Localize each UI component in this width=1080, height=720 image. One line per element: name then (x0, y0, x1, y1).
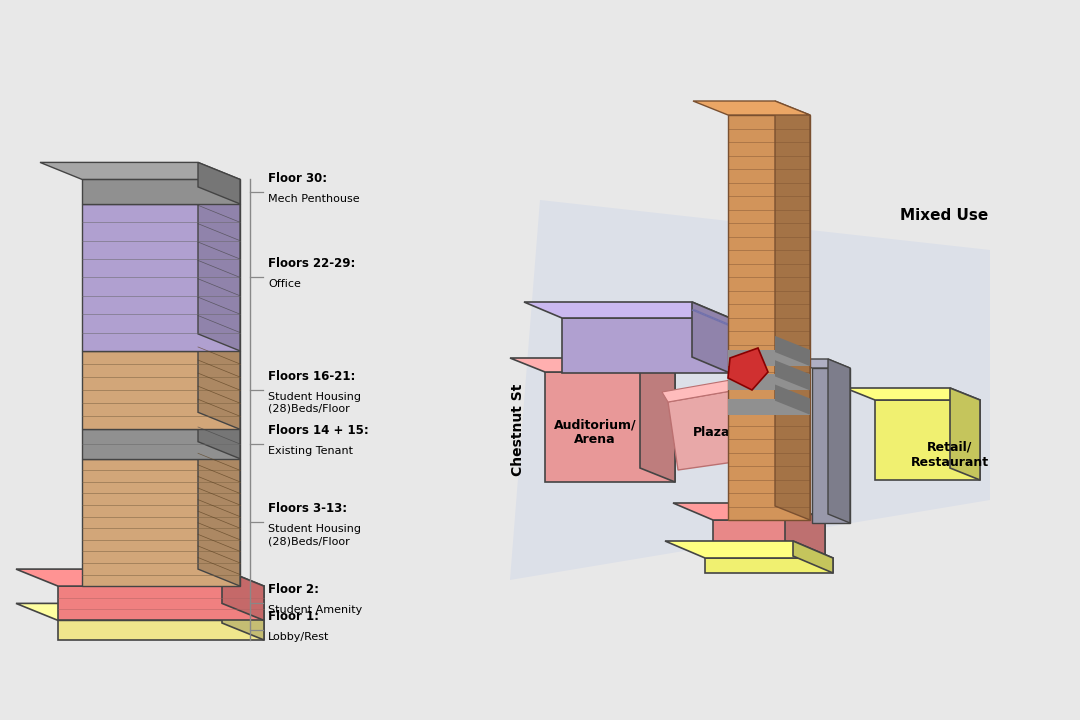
Polygon shape (812, 368, 850, 523)
Polygon shape (692, 302, 730, 373)
Polygon shape (713, 520, 825, 558)
Polygon shape (728, 348, 768, 390)
Text: Floors 14 + 15:: Floors 14 + 15: (268, 424, 368, 437)
Polygon shape (198, 413, 240, 459)
Text: Mixed Use: Mixed Use (900, 207, 988, 222)
Text: Office: Office (268, 279, 301, 289)
Text: Retail/
Restaurant: Retail/ Restaurant (910, 441, 989, 469)
Polygon shape (789, 359, 850, 368)
Text: Chestnut St: Chestnut St (511, 384, 525, 476)
Text: Floor 30:: Floor 30: (268, 171, 327, 184)
Polygon shape (82, 429, 240, 459)
Polygon shape (640, 358, 675, 482)
Polygon shape (198, 187, 240, 351)
Polygon shape (16, 569, 264, 586)
Polygon shape (58, 586, 264, 621)
Polygon shape (222, 569, 264, 621)
Polygon shape (728, 398, 810, 415)
Polygon shape (82, 179, 240, 204)
Polygon shape (82, 351, 240, 429)
Text: Student Housing
(28)Beds/Floor: Student Housing (28)Beds/Floor (268, 524, 361, 546)
Polygon shape (705, 558, 833, 573)
Polygon shape (82, 204, 240, 351)
Text: Broad St: Broad St (733, 523, 807, 538)
Polygon shape (875, 400, 980, 480)
Polygon shape (728, 115, 810, 520)
Polygon shape (40, 163, 240, 179)
Text: Canopy: Canopy (723, 354, 775, 366)
Text: Student Amenity: Student Amenity (268, 606, 362, 616)
Polygon shape (673, 503, 825, 520)
Text: Auditorium/
Arena: Auditorium/ Arena (554, 418, 636, 446)
Text: Lobby/Rest: Lobby/Rest (268, 632, 329, 642)
Polygon shape (669, 388, 762, 470)
Polygon shape (845, 388, 980, 400)
Polygon shape (198, 334, 240, 429)
Polygon shape (510, 200, 990, 580)
Polygon shape (198, 441, 240, 586)
Polygon shape (545, 372, 675, 482)
Text: Floors 22-29:: Floors 22-29: (268, 258, 355, 271)
Text: Floors 3-13:: Floors 3-13: (268, 503, 347, 516)
Polygon shape (728, 374, 810, 390)
Polygon shape (693, 101, 810, 115)
Polygon shape (950, 388, 980, 480)
Polygon shape (665, 541, 833, 558)
Polygon shape (785, 503, 825, 558)
Text: Floor 1:: Floor 1: (268, 610, 319, 624)
Text: Floor 2:: Floor 2: (268, 583, 319, 596)
Polygon shape (793, 541, 833, 573)
Polygon shape (58, 621, 264, 640)
Polygon shape (728, 350, 810, 366)
Polygon shape (524, 302, 730, 318)
Polygon shape (510, 358, 675, 372)
Polygon shape (82, 459, 240, 586)
Polygon shape (562, 318, 730, 373)
Text: Student Housing
(28)Beds/Floor: Student Housing (28)Beds/Floor (268, 392, 361, 414)
Text: Mech Penthouse: Mech Penthouse (268, 194, 360, 204)
Polygon shape (222, 603, 264, 640)
Text: Existing Tenant: Existing Tenant (268, 446, 353, 456)
Polygon shape (775, 101, 810, 520)
Polygon shape (662, 378, 748, 402)
Polygon shape (775, 384, 810, 415)
Text: Floors 16-21:: Floors 16-21: (268, 370, 355, 383)
Polygon shape (692, 310, 733, 326)
Text: Plaza: Plaza (693, 426, 731, 438)
Polygon shape (16, 603, 264, 621)
Text: Office/Amenity: Office/Amenity (585, 333, 690, 346)
Polygon shape (775, 360, 810, 390)
Polygon shape (198, 163, 240, 204)
Polygon shape (730, 326, 733, 365)
Polygon shape (828, 359, 850, 523)
Polygon shape (775, 336, 810, 366)
